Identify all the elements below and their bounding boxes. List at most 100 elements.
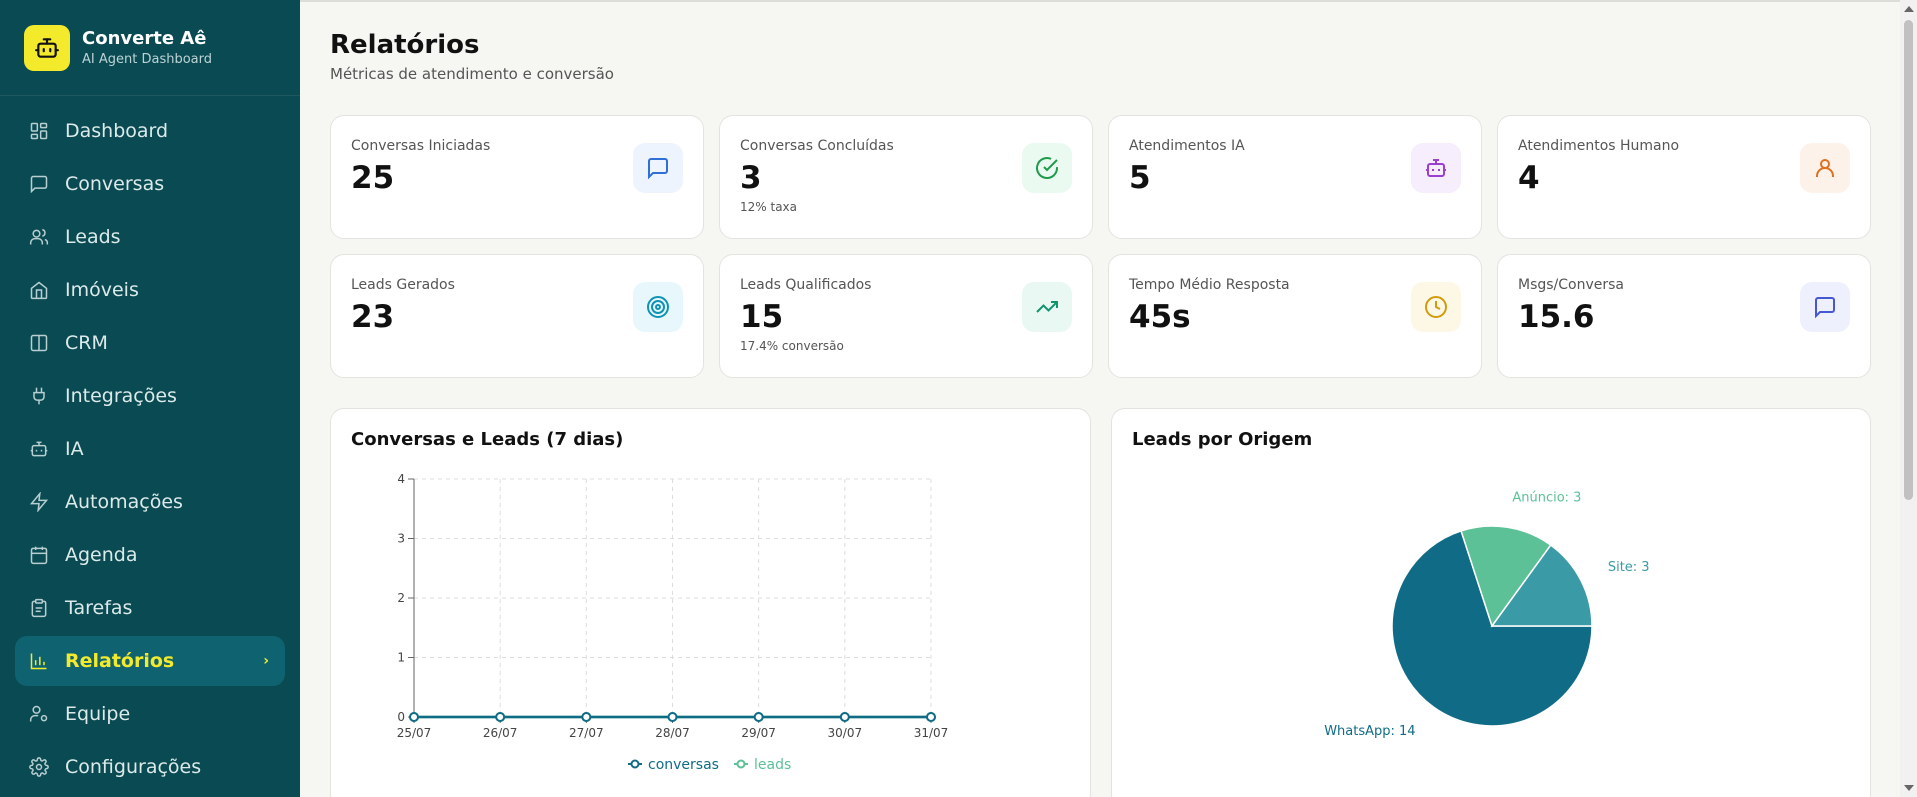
data-point-conversas xyxy=(667,712,678,722)
sidebar-item-configuracoes[interactable]: Configurações xyxy=(15,742,285,792)
page-subtitle: Métricas de atendimento e conversão xyxy=(330,65,614,83)
main-content: Relatórios Métricas de atendimento e con… xyxy=(300,0,1900,797)
stat-card-conversas-concluidas: Conversas Concluídas 3 12% taxa xyxy=(719,115,1093,239)
stat-card-conversas-iniciadas: Conversas Iniciadas 25 xyxy=(330,115,704,239)
bot-icon xyxy=(24,24,70,71)
panel-title: Leads por Origem xyxy=(1132,429,1313,450)
target-icon xyxy=(633,282,683,332)
scroll-down-arrow[interactable] xyxy=(1904,785,1914,791)
brand-subtitle: AI Agent Dashboard xyxy=(82,52,212,67)
sidebar-item-label: Relatórios xyxy=(65,650,175,672)
sidebar-item-leads[interactable]: Leads xyxy=(15,212,285,262)
zap-icon xyxy=(29,492,49,512)
stat-value: 3 xyxy=(740,160,762,196)
y-tick-label: 4 xyxy=(397,472,405,486)
sidebar-nav: Dashboard Conversas Leads Imóveis CRM In… xyxy=(0,106,300,792)
sidebar-item-label: CRM xyxy=(65,332,108,354)
scrollbar[interactable] xyxy=(1900,0,1917,797)
sidebar-item-tarefas[interactable]: Tarefas xyxy=(15,583,285,633)
x-tick-label: 27/07 xyxy=(569,726,604,740)
calendar-icon xyxy=(30,546,48,565)
data-point-conversas xyxy=(495,712,506,722)
chart-grid xyxy=(413,478,932,718)
stat-value: 45s xyxy=(1129,299,1191,335)
legend-marker-conversas xyxy=(630,759,640,769)
stat-label: Atendimentos IA xyxy=(1129,138,1245,154)
plug-icon xyxy=(33,387,45,405)
x-tick-label: 30/07 xyxy=(828,726,863,740)
data-point-conversas xyxy=(409,712,419,722)
x-tick-label: 29/07 xyxy=(741,726,776,740)
sidebar-item-label: Tarefas xyxy=(65,597,133,619)
stat-sub: 12% taxa xyxy=(740,200,797,214)
sidebar-item-crm[interactable]: CRM xyxy=(15,318,285,368)
stat-value: 5 xyxy=(1129,160,1151,196)
panel-title: Conversas e Leads (7 dias) xyxy=(351,429,624,450)
page-title: Relatórios xyxy=(330,30,480,60)
settings-icon xyxy=(29,757,49,777)
data-point-conversas xyxy=(581,712,592,722)
stat-card-msgs-conversa: Msgs/Conversa 15.6 xyxy=(1497,254,1871,378)
data-point-conversas xyxy=(753,712,764,722)
bot-icon xyxy=(1411,143,1461,193)
home-icon xyxy=(30,281,48,300)
y-tick-label: 1 xyxy=(397,651,405,665)
stat-value: 15.6 xyxy=(1518,299,1595,335)
legend-label-leads: leads xyxy=(754,757,791,773)
scrollbar-thumb[interactable] xyxy=(1904,20,1913,500)
sidebar-item-label: Conversas xyxy=(65,173,165,195)
sidebar-item-ia[interactable]: IA xyxy=(15,424,285,474)
stat-card-tempo-medio-resposta: Tempo Médio Resposta 45s xyxy=(1108,254,1482,378)
pie-chart-panel: Leads por Origem WhatsApp: 14 Anúncio: 3 S… xyxy=(1111,408,1871,797)
sidebar-item-label: Agenda xyxy=(65,544,138,566)
sidebar-item-label: Equipe xyxy=(65,703,131,725)
sidebar-item-relatorios[interactable]: Relatórios › xyxy=(15,636,285,686)
sidebar-item-conversas[interactable]: Conversas xyxy=(15,159,285,209)
x-tick-label: 25/07 xyxy=(397,726,432,740)
stat-card-atendimentos-ia: Atendimentos IA 5 xyxy=(1108,115,1482,239)
y-tick-label: 3 xyxy=(397,532,405,546)
trending-up-icon xyxy=(1022,282,1072,332)
stat-sub: 17.4% conversão xyxy=(740,339,844,353)
sidebar-item-label: Dashboard xyxy=(65,120,169,142)
sidebar-item-integracoes[interactable]: Integrações xyxy=(15,371,285,421)
x-tick-label: 31/07 xyxy=(914,726,949,740)
sidebar-item-label: Leads xyxy=(65,226,121,248)
y-tick-label: 0 xyxy=(397,710,405,724)
pie-chart: WhatsApp: 14 Anúncio: 3 Site: 3 xyxy=(1324,491,1650,740)
message-square-icon xyxy=(30,175,48,194)
sidebar-item-label: Integrações xyxy=(65,385,177,407)
chart-legend: conversas leads xyxy=(628,757,791,773)
clock-icon xyxy=(1411,282,1461,332)
clipboard-icon xyxy=(31,598,47,618)
pie-slice-site xyxy=(1490,544,1593,627)
bot-icon xyxy=(30,441,48,457)
sidebar-item-label: Configurações xyxy=(65,756,202,778)
sidebar-item-automacoes[interactable]: Automações xyxy=(15,477,285,527)
sidebar-item-imoveis[interactable]: Imóveis xyxy=(15,265,285,315)
line-chart: 0 1 2 3 4 25/07 26/07 27/07 28/07 29/07 30/07 31/07… xyxy=(397,472,949,773)
pie-slice-whatsapp xyxy=(1391,529,1593,727)
sidebar-item-dashboard[interactable]: Dashboard xyxy=(15,106,285,156)
scroll-up-arrow[interactable] xyxy=(1904,6,1914,12)
divider xyxy=(300,0,1900,2)
message-square-icon xyxy=(633,143,683,193)
sidebar-item-equipe[interactable]: Equipe xyxy=(15,689,285,739)
brand-name: Converte Aê xyxy=(82,28,207,49)
sidebar-item-agenda[interactable]: Agenda xyxy=(15,530,285,580)
sidebar-item-label: Automações xyxy=(65,491,183,513)
stat-card-atendimentos-humano: Atendimentos Humano 4 xyxy=(1497,115,1871,239)
stat-label: Atendimentos Humano xyxy=(1518,138,1680,154)
stat-value: 25 xyxy=(351,160,395,196)
pie-label-site: Site: 3 xyxy=(1608,560,1650,575)
layout-grid-icon xyxy=(30,122,48,140)
chevron-right-icon: › xyxy=(263,653,269,669)
stat-label: Msgs/Conversa xyxy=(1518,277,1625,293)
bar-chart-icon xyxy=(30,653,47,670)
columns-icon xyxy=(30,334,48,352)
legend-label-conversas: conversas xyxy=(648,757,719,773)
pie-label-whatsapp: WhatsApp: 14 xyxy=(1324,724,1415,739)
user-cog-icon xyxy=(29,705,48,722)
x-tick-label: 28/07 xyxy=(655,726,690,740)
data-point-conversas xyxy=(926,712,936,722)
